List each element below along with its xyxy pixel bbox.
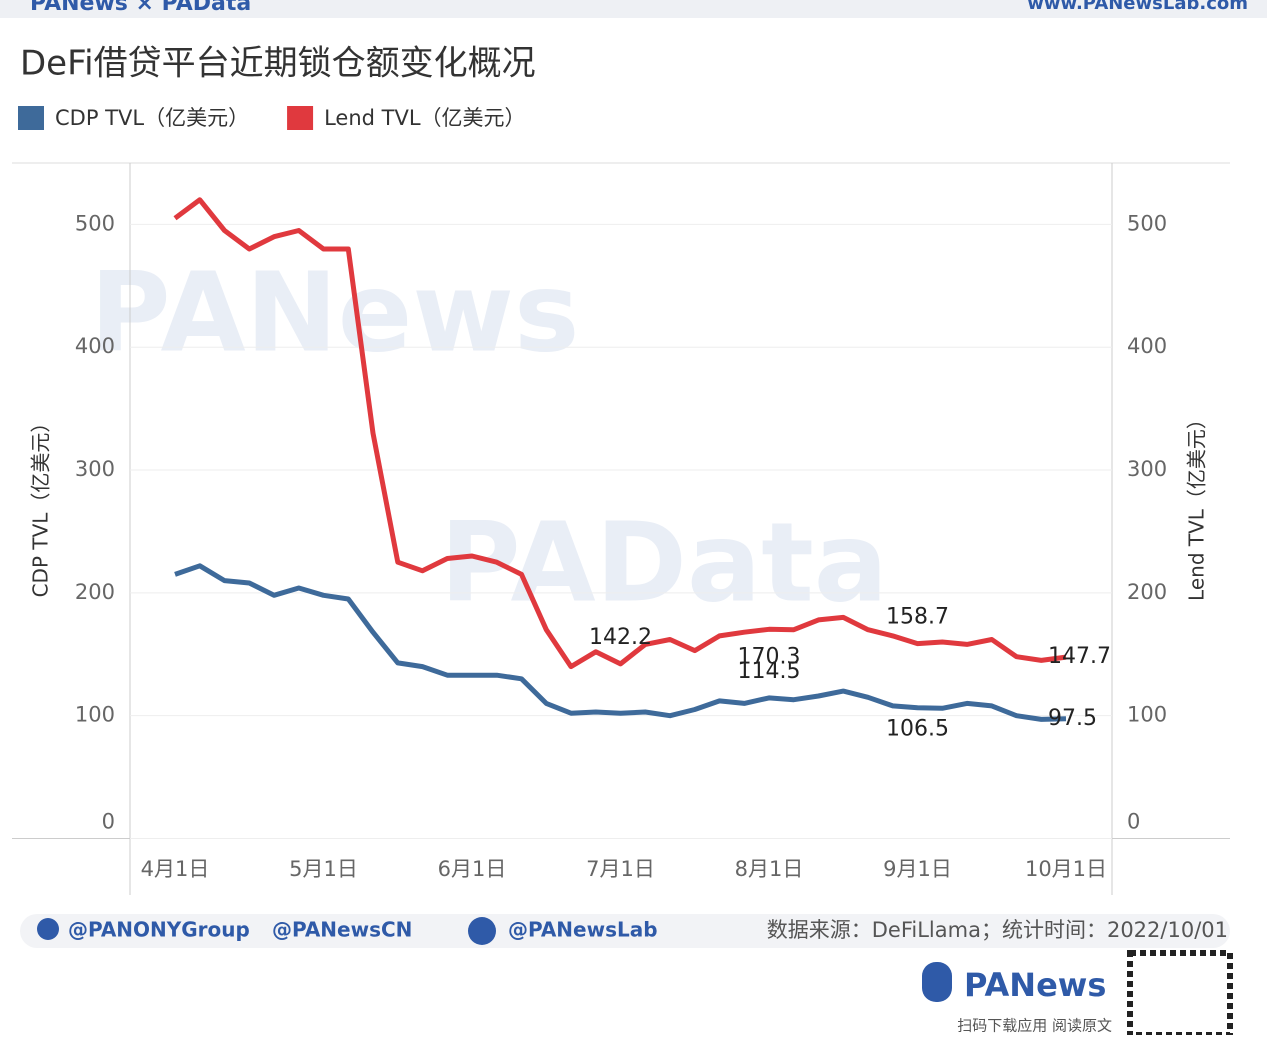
y-tick-label: 300 (75, 457, 115, 481)
y2-tick-label: 300 (1127, 457, 1167, 481)
legend-swatch (287, 106, 314, 130)
x-tick-label: 6月1日 (438, 857, 507, 881)
footer-logo: PANews (964, 966, 1106, 1004)
y2-axis-title: Lend TVL（亿美元） (1185, 409, 1209, 601)
data-label: 170.3 (738, 644, 801, 669)
footer-twitter: @PANewsCN (272, 918, 412, 942)
qr-caption: 扫码下载应用 阅读原文 (957, 1017, 1112, 1035)
facebook-icon (468, 917, 496, 945)
legend-swatch (18, 106, 44, 130)
y2-tick-label: 500 (1127, 211, 1167, 235)
x-tick-label: 4月1日 (141, 857, 210, 881)
y2-tick-label: 200 (1127, 580, 1167, 604)
y-tick-label: 0 (102, 810, 115, 834)
y2-tick-label: 0 (1127, 810, 1140, 834)
footer-facebook: @PANewsLab (508, 918, 658, 942)
logo-mark (922, 962, 952, 1002)
footer-source: 数据来源：DeFiLlama；统计时间：2022/10/01 (767, 918, 1228, 942)
data-label: 158.7 (886, 605, 949, 630)
x-tick-label: 10月1日 (1025, 857, 1107, 881)
legend-label: CDP TVL（亿美元） (55, 106, 249, 130)
y-tick-label: 400 (75, 334, 115, 358)
y-tick-label: 500 (75, 211, 115, 235)
watermark: PANews (90, 248, 579, 376)
legend: CDP TVL（亿美元） Lend TVL（亿美元） (18, 106, 526, 130)
y-axis-title: CDP TVL（亿美元） (29, 413, 53, 598)
y2-tick-label: 400 (1127, 334, 1167, 358)
header-url: www.PANewsLab.com (1027, 0, 1248, 14)
series-line (173, 197, 1067, 670)
x-tick-label: 9月1日 (883, 857, 952, 881)
chart-title: DeFi借贷平台近期锁仓额变化概况 (20, 44, 536, 84)
y2-tick-label: 100 (1127, 703, 1167, 727)
data-label: 114.5 (738, 659, 801, 684)
series-line (174, 563, 1067, 722)
x-tick-label: 8月1日 (735, 857, 804, 881)
plot: 0 100 200 300 400 500 0 100 200 300 400 500 4月1日 5月1日… (75, 197, 1167, 881)
watermark: PAData (440, 498, 888, 626)
footer-twitter: @PANONYGroup (68, 918, 250, 942)
data-label: 97.5 (1048, 706, 1097, 731)
footer-bar (20, 914, 1230, 948)
data-label: 142.2 (589, 625, 652, 650)
header-bar (0, 0, 1267, 18)
y-tick-label: 100 (75, 703, 115, 727)
legend-label: Lend TVL（亿美元） (324, 106, 525, 130)
x-tick-label: 5月1日 (289, 857, 358, 881)
x-tick-label: 7月1日 (586, 857, 655, 881)
y-tick-label: 200 (75, 580, 115, 604)
twitter-icon (37, 918, 59, 940)
data-label: 106.5 (886, 717, 949, 742)
qr-code (1127, 950, 1233, 1038)
data-label: 147.7 (1048, 644, 1111, 669)
header-brand: PANews × PAData (30, 0, 251, 16)
